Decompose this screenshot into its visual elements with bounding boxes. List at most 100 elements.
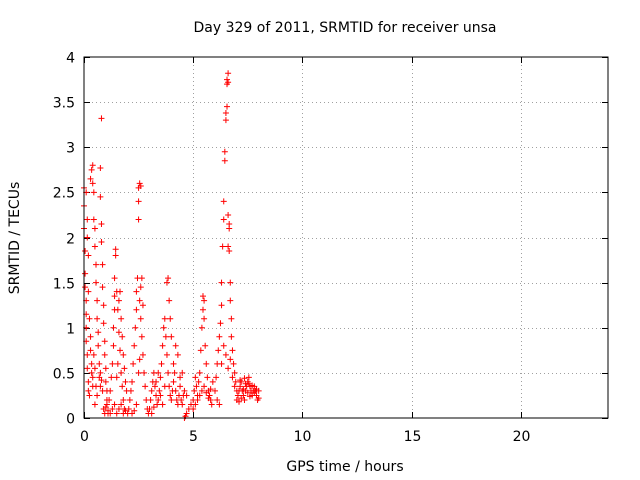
data-point — [198, 324, 205, 331]
data-point — [91, 243, 98, 250]
y-tick-label: 0 — [66, 412, 75, 428]
data-point — [133, 306, 140, 313]
data-point — [199, 293, 206, 300]
data-point — [238, 395, 245, 402]
data-point — [102, 404, 109, 411]
data-point — [115, 329, 122, 336]
data-point — [121, 365, 128, 372]
data-point — [133, 401, 140, 408]
data-point — [90, 189, 97, 196]
data-point — [150, 404, 157, 411]
y-tick-label: 0.5 — [53, 367, 75, 383]
data-point — [201, 315, 208, 322]
data-point — [155, 396, 162, 403]
data-point — [201, 383, 208, 390]
data-point — [100, 302, 107, 309]
data-point — [156, 387, 163, 394]
data-point — [231, 383, 238, 390]
data-point — [99, 284, 106, 291]
data-point — [117, 347, 124, 354]
data-point — [208, 401, 215, 408]
data-point — [95, 342, 102, 349]
y-tick-labels: 0 0.5 1 1.5 2 2.5 3 3.5 4 — [53, 51, 75, 428]
data-point — [177, 374, 184, 381]
data-point — [217, 320, 224, 327]
data-point — [222, 351, 229, 358]
data-point — [87, 175, 94, 182]
data-point — [130, 360, 137, 367]
data-point — [205, 395, 212, 402]
data-point — [204, 374, 211, 381]
data-point — [142, 383, 149, 390]
data-point — [87, 347, 94, 354]
data-point — [193, 383, 200, 390]
data-point — [95, 329, 102, 336]
data-point — [101, 410, 108, 417]
data-point — [119, 333, 126, 340]
x-tick-labels: 0 5 10 15 20 — [80, 429, 530, 445]
data-point — [168, 396, 175, 403]
data-point — [155, 369, 162, 376]
data-point — [213, 374, 220, 381]
data-point — [161, 315, 168, 322]
x-tick-label: 15 — [404, 429, 422, 445]
data-point — [129, 378, 136, 385]
data-point — [192, 374, 199, 381]
data-point — [86, 315, 93, 322]
data-point — [218, 302, 225, 309]
data-point — [166, 297, 173, 304]
data-point — [141, 369, 148, 376]
data-point — [110, 342, 117, 349]
data-point — [225, 79, 232, 86]
data-point — [167, 392, 174, 399]
data-point — [228, 333, 235, 340]
data-point — [139, 302, 146, 309]
data-point — [179, 369, 186, 376]
data-point — [192, 401, 199, 408]
data-point — [229, 347, 236, 354]
data-point — [84, 365, 91, 372]
y-tick-label: 4 — [66, 51, 75, 67]
data-point — [202, 342, 209, 349]
data-point — [113, 410, 120, 417]
data-point — [94, 315, 101, 322]
data-point — [183, 392, 190, 399]
data-point — [154, 401, 161, 408]
data-point — [181, 387, 188, 394]
data-point — [159, 401, 166, 408]
data-point — [191, 387, 198, 394]
data-point — [159, 342, 166, 349]
data-point — [99, 261, 106, 268]
data-point — [178, 396, 185, 403]
data-point — [107, 387, 114, 394]
data-point — [137, 183, 144, 190]
data-point — [84, 234, 91, 241]
data-point — [93, 261, 100, 268]
data-point — [107, 410, 114, 417]
data-point — [120, 351, 127, 358]
data-point — [88, 360, 95, 367]
data-point — [220, 342, 227, 349]
data-point — [89, 374, 96, 381]
data-point — [97, 165, 104, 172]
data-point — [172, 342, 179, 349]
data-point — [98, 115, 105, 122]
data-point — [101, 351, 108, 358]
data-point — [241, 375, 248, 382]
data-point — [111, 275, 118, 282]
y-tick-label: 1.5 — [53, 277, 75, 293]
data-point — [85, 387, 92, 394]
data-point — [241, 396, 248, 403]
data-point — [165, 369, 172, 376]
data-point — [168, 333, 175, 340]
data-point — [135, 216, 142, 223]
data-point — [206, 392, 213, 399]
data-point — [96, 360, 103, 367]
data-point — [255, 387, 262, 394]
data-point — [82, 248, 89, 255]
data-point — [237, 377, 244, 384]
data-point — [118, 315, 125, 322]
data-point — [172, 387, 179, 394]
data-point — [231, 369, 238, 376]
